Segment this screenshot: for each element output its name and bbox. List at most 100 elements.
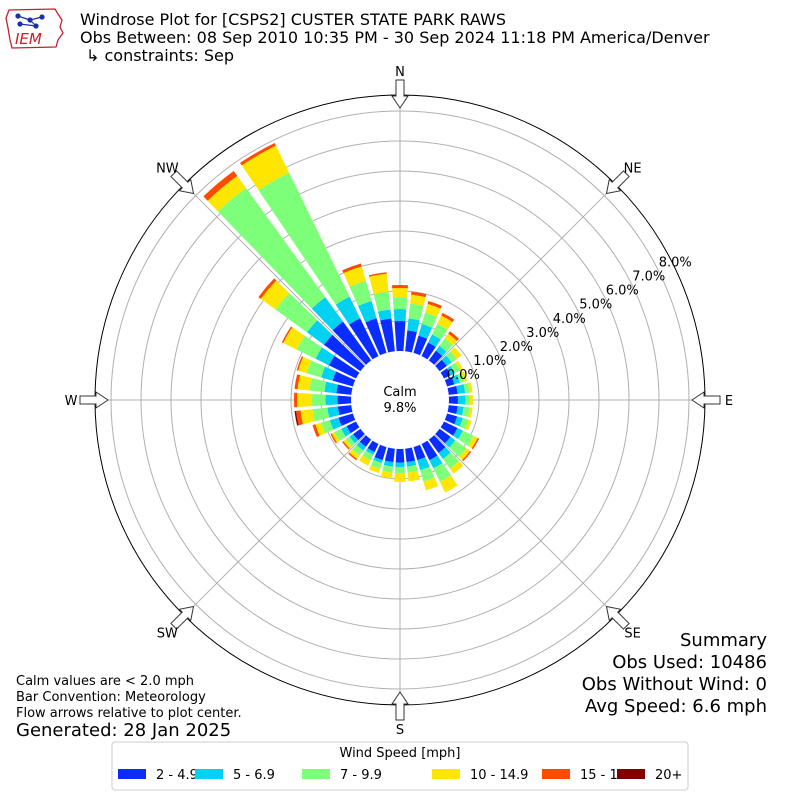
bar-segment-80-deg-bin-1 (447, 385, 458, 395)
direction-arrow-w (79, 391, 109, 409)
calm-label: Calm (383, 385, 416, 400)
bar-segment-0-deg-bin-1 (394, 320, 406, 352)
ring-label: 6.0% (606, 284, 639, 299)
direction-label-sw: SW (157, 627, 178, 642)
legend-title: Wind Speed [mph] (340, 746, 461, 761)
bar-segment-30-deg-bin-5 (441, 312, 455, 323)
bar-segment-130-deg-bin-3 (449, 440, 467, 457)
bar-segment-190-deg-bin-2 (383, 460, 394, 467)
bar-segment-100-deg-bin-2 (456, 406, 464, 416)
bar-segment-240-deg-bin-5 (330, 433, 337, 444)
bar-segment-290-deg-bin-2 (321, 366, 337, 381)
bar-segment-190-deg-bin-3 (382, 465, 393, 473)
legend-label: 10 - 14.9 (470, 768, 528, 783)
bar-segment-170-deg-bin-2 (406, 460, 417, 467)
bar-segment-120-deg-bin-5 (471, 437, 480, 450)
bar-segment-20-deg-bin-4 (425, 303, 441, 317)
bar-segment-60-deg-bin-2 (446, 365, 455, 376)
bar-segment-320-deg-bin-5 (203, 171, 238, 201)
bar-segment-330-deg-bin-5 (240, 142, 276, 166)
bar-segment-140-deg-bin-1 (428, 435, 446, 453)
bar-segment-230-deg-bin-1 (353, 428, 365, 441)
bar-segment-230-deg-bin-4 (343, 439, 352, 449)
bar-segment-300-deg-bin-5 (281, 326, 293, 344)
bar-segment-10-deg-bin-4 (410, 294, 426, 306)
bar-segment-10-deg-bin-3 (408, 303, 424, 321)
bar-segment-160-deg-bin-1 (413, 444, 426, 461)
bar-segment-30-deg-bin-2 (428, 334, 441, 347)
logo-text: IEM (15, 30, 42, 48)
bar-segment-30-deg-bin-3 (432, 323, 448, 340)
bar-segment-110-deg-bin-4 (465, 419, 472, 431)
bar-segment-60-deg-bin-3 (450, 362, 461, 374)
note-bar-convention: Bar Convention: Meteorology (16, 690, 206, 705)
bar-segment-150-deg-bin-4 (439, 475, 458, 493)
bar-segment-150-deg-bin-2 (429, 455, 443, 469)
bar-segment-0-deg-bin-5 (391, 284, 409, 289)
ring-gridline (140, 140, 660, 660)
radial-gridline (434, 434, 617, 617)
bar-segment-310-deg-bin-3 (275, 293, 318, 333)
bar-segment-140-deg-bin-2 (438, 447, 451, 460)
legend-swatch (542, 769, 570, 779)
bar-segment-130-deg-bin-2 (444, 436, 456, 448)
iem-logo: IEM (5, 8, 64, 49)
bar-segment-30-deg-bin-4 (437, 315, 453, 330)
bar-segment-310-deg-bin-4 (260, 280, 290, 310)
summary-title: Summary (680, 630, 767, 651)
direction-label-nw: NW (156, 161, 179, 176)
bar-segment-130-deg-bin-5 (462, 450, 472, 462)
bar-segment-50-deg-bin-1 (435, 359, 447, 372)
direction-label-w: W (65, 394, 78, 409)
bar-segment-340-deg-bin-3 (349, 280, 372, 306)
bar-segment-10-deg-bin-2 (407, 318, 420, 333)
direction-label-se: SE (624, 627, 640, 642)
bar-segment-270-deg-bin-2 (325, 394, 338, 406)
bar-segment-220-deg-bin-1 (359, 435, 372, 447)
bar-segment-20-deg-bin-2 (418, 324, 433, 339)
bar-segment-300-deg-bin-4 (283, 327, 305, 350)
bar-segment-200-deg-bin-2 (373, 457, 383, 463)
legend-label: 5 - 6.9 (233, 768, 275, 783)
direction-label-e: E (725, 394, 733, 409)
bar-segment-350-deg-bin-4 (369, 273, 389, 295)
bar-segment-210-deg-bin-1 (367, 440, 379, 453)
bar-segment-180-deg-bin-2 (395, 462, 405, 467)
bar-segment-260-deg-bin-5 (296, 410, 303, 426)
bar-segment-290-deg-bin-4 (298, 356, 312, 374)
ring-gridline (230, 230, 570, 570)
bar-segment-220-deg-bin-5 (348, 452, 358, 461)
bar-segment-250-deg-bin-3 (321, 420, 334, 434)
bar-segment-60-deg-bin-1 (440, 368, 451, 379)
bar-segment-180-deg-bin-1 (395, 448, 405, 463)
bar-segment-170-deg-bin-3 (407, 465, 418, 473)
bar-segment-90-deg-bin-3 (465, 395, 470, 405)
direction-arrow-s (391, 691, 409, 721)
direction-arrow-n (391, 79, 409, 109)
summary-obs-used: Obs Used: 10486 (612, 652, 767, 673)
bar-segment-80-deg-bin-4 (467, 382, 473, 393)
bar-segment-90-deg-bin-2 (457, 395, 466, 405)
bar-segment-260-deg-bin-3 (312, 407, 330, 422)
bar-segment-200-deg-bin-3 (370, 459, 382, 469)
bar-segment-340-deg-bin-1 (365, 318, 387, 356)
bar-segment-70-deg-bin-1 (444, 377, 455, 387)
direction-label-ne: NE (624, 161, 642, 176)
bar-segment-340-deg-bin-5 (342, 263, 362, 274)
bar-segment-190-deg-bin-4 (380, 470, 393, 479)
ring-label: 0.0% (447, 368, 480, 383)
bar-segment-60-deg-bin-4 (455, 360, 463, 371)
bar-segment-100-deg-bin-1 (447, 405, 458, 415)
bar-segment-150-deg-bin-1 (421, 440, 438, 461)
radial-gridline (183, 434, 366, 617)
ring-gridline (170, 170, 630, 630)
bar-segment-260-deg-bin-4 (300, 409, 315, 425)
legend-label: 2 - 4.9 (156, 768, 198, 783)
bar-segment-100-deg-bin-4 (467, 407, 473, 418)
bar-segment-140-deg-bin-4 (449, 461, 464, 474)
bar-segment-80-deg-bin-3 (463, 383, 470, 394)
bar-segment-240-deg-bin-3 (334, 428, 346, 441)
bar-segment-350-deg-bin-3 (373, 291, 391, 312)
direction-arrow-e (691, 391, 721, 409)
